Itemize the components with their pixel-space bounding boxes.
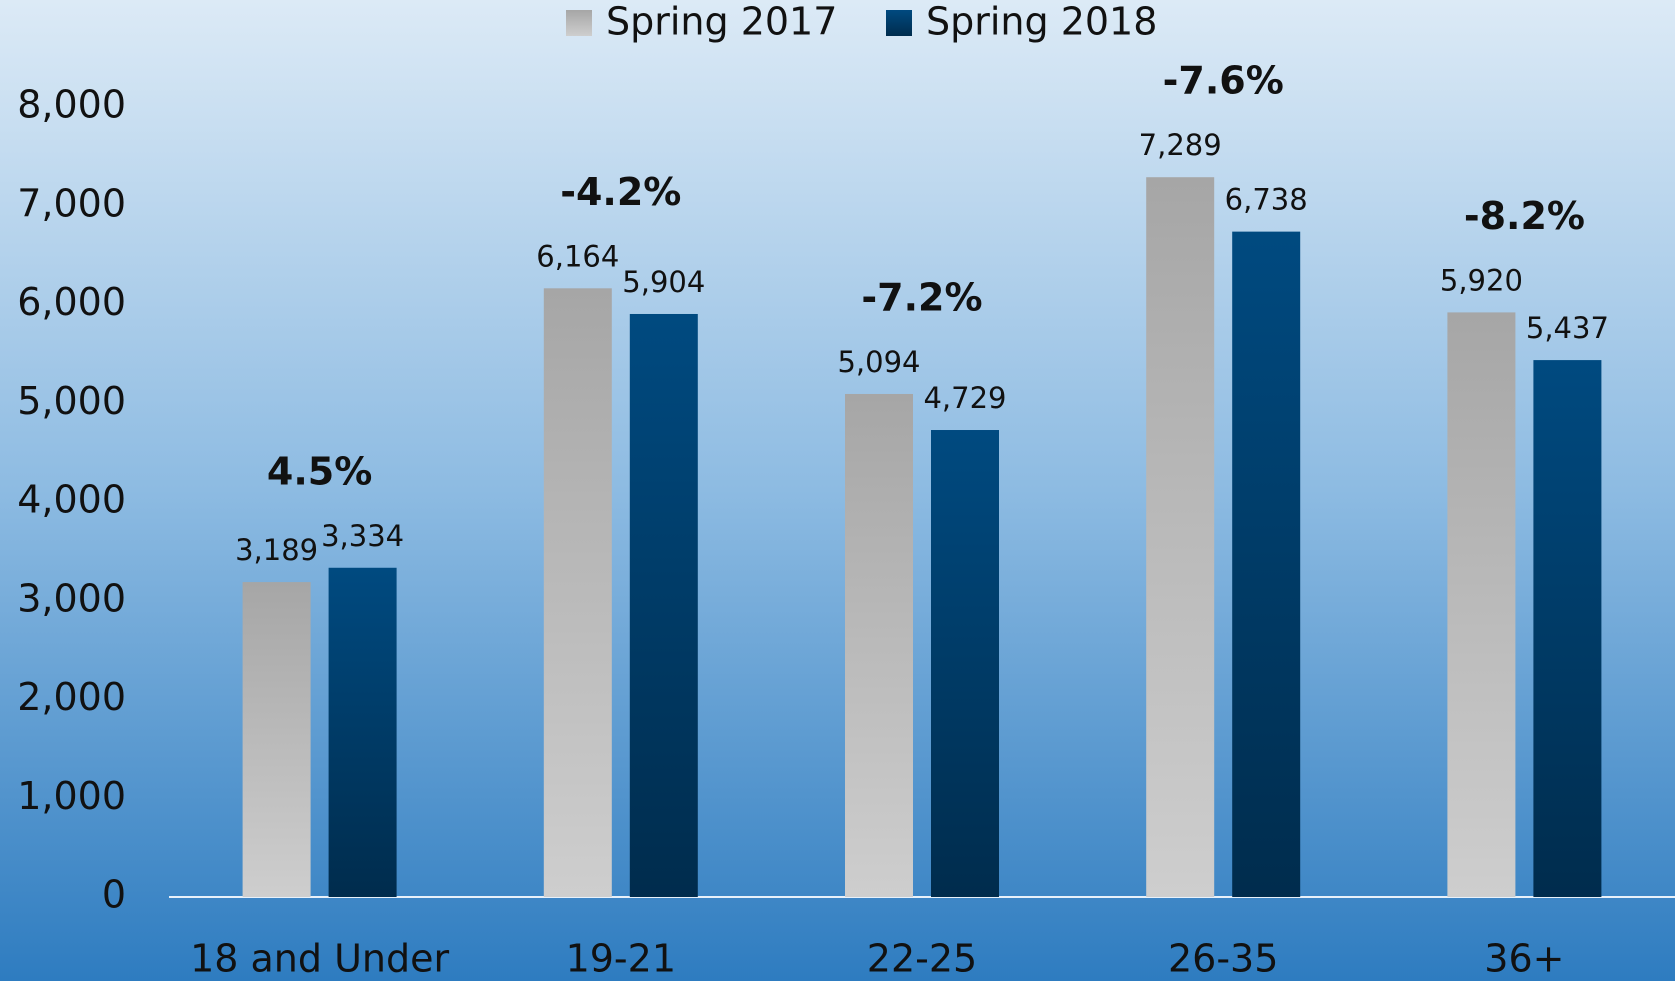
- y-tick-label: 5,000: [17, 379, 126, 423]
- y-tick-label: 2,000: [17, 675, 126, 719]
- bar: [329, 568, 397, 897]
- data-label: 7,289: [1139, 128, 1222, 162]
- y-tick-label: 6,000: [17, 280, 126, 324]
- data-label: 5,094: [837, 345, 920, 379]
- x-tick-label: 26-35: [1168, 937, 1278, 981]
- y-tick-label: 3,000: [17, 576, 126, 620]
- bar: [1533, 360, 1601, 897]
- change-label: -8.2%: [1464, 194, 1585, 238]
- change-label: -7.2%: [861, 275, 982, 319]
- legend-swatch: [886, 10, 912, 36]
- data-label: 5,904: [622, 265, 705, 299]
- data-label: 6,164: [536, 239, 619, 273]
- bar: [243, 582, 311, 897]
- legend-swatch: [566, 10, 592, 36]
- legend-label: Spring 2018: [926, 0, 1157, 44]
- data-label: 5,920: [1440, 263, 1523, 297]
- change-label: 4.5%: [267, 449, 372, 493]
- x-tick-label: 19-21: [566, 937, 676, 981]
- x-tick-label: 22-25: [867, 937, 977, 981]
- bar: [1146, 177, 1214, 897]
- data-label: 5,437: [1526, 311, 1609, 345]
- data-label: 4,729: [923, 381, 1006, 415]
- bar: [1447, 312, 1515, 897]
- change-label: -4.2%: [560, 170, 681, 214]
- bar: [845, 394, 913, 897]
- change-label: -7.6%: [1163, 59, 1284, 103]
- y-tick-label: 4,000: [17, 478, 126, 522]
- data-label: 3,189: [235, 533, 318, 567]
- y-tick-label: 1,000: [17, 774, 126, 818]
- chart: 0 1,000 2,000 3,000 4,000 5,000 6,000 7,000 8,00…: [0, 0, 1675, 981]
- y-tick-label: 0: [102, 873, 126, 917]
- bar: [544, 288, 612, 897]
- x-tick-label: 18 and Under: [190, 937, 449, 981]
- x-tick-label: 36+: [1484, 937, 1564, 981]
- data-label: 6,738: [1225, 183, 1308, 217]
- data-label: 3,334: [321, 519, 404, 553]
- bar: [1232, 232, 1300, 897]
- y-tick-label: 7,000: [17, 181, 126, 225]
- legend-label: Spring 2017: [606, 0, 837, 44]
- y-tick-label: 8,000: [17, 83, 126, 127]
- bar: [630, 314, 698, 897]
- bar: [931, 430, 999, 897]
